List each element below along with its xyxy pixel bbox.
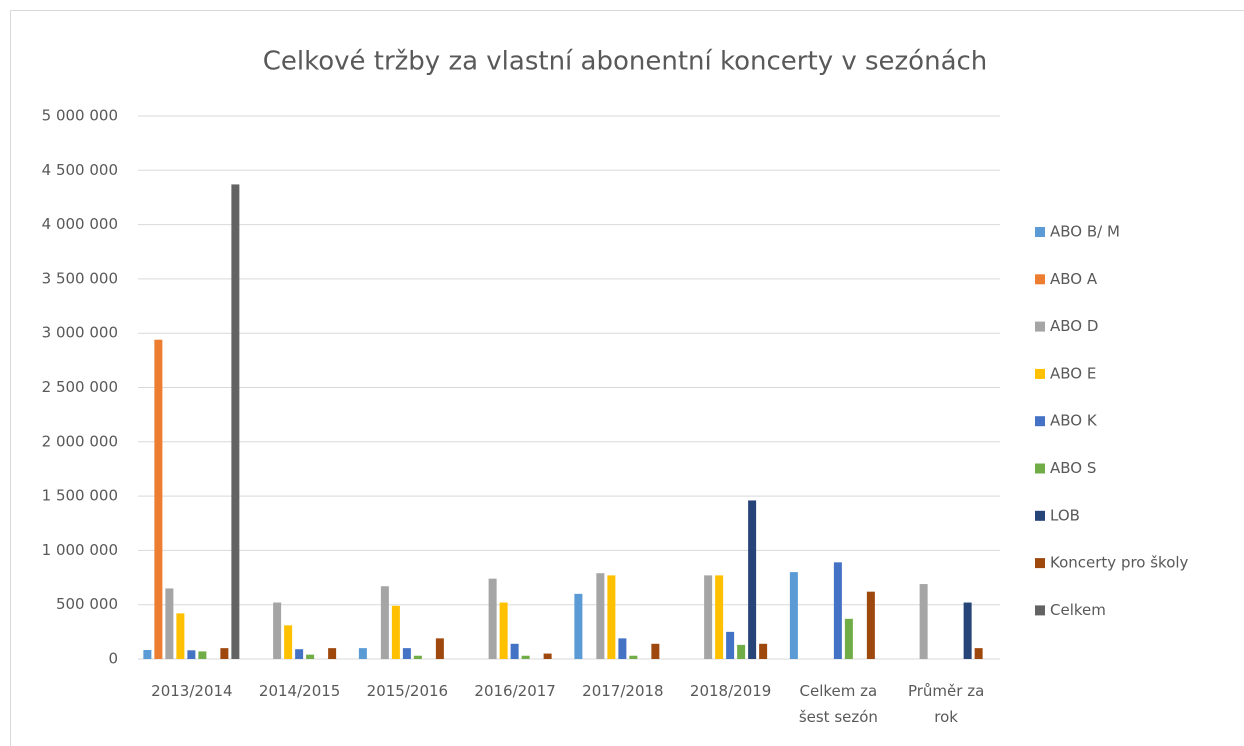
legend-swatch (1035, 274, 1045, 285)
x-tick-label: 2015/2016 (366, 682, 449, 700)
y-tick-label: 2 500 000 (42, 378, 118, 396)
legend-label: ABO A (1050, 270, 1098, 288)
bar (328, 648, 337, 659)
x-tick-label: 2016/2017 (474, 682, 556, 700)
y-tick-label: 500 000 (56, 595, 118, 613)
legend-swatch (1035, 558, 1045, 569)
legend-swatch (1035, 605, 1045, 616)
x-tick-label: Průměr za rok (907, 682, 985, 726)
bar (413, 655, 422, 659)
x-tick-label: 2013/2014 (151, 682, 233, 700)
bar (651, 643, 660, 659)
legend-label: Celkem (1050, 601, 1106, 619)
bar (273, 602, 282, 659)
bar (154, 339, 163, 659)
bar (963, 602, 972, 659)
y-tick-label: 1 000 000 (42, 541, 118, 559)
legend-label: ABO B/ M (1050, 223, 1120, 241)
x-tick-label: 2017/2018 (582, 682, 664, 700)
bar (488, 578, 497, 659)
bar (726, 631, 735, 659)
bar (165, 588, 174, 659)
y-tick-label: 4 000 000 (42, 215, 118, 233)
bar (618, 638, 627, 659)
bar (543, 653, 552, 659)
bar (306, 654, 315, 659)
bar (704, 575, 713, 659)
x-tick-label: 2018/2019 (689, 682, 772, 700)
chart-title: Celkové tržby za vlastní abonentní konce… (263, 47, 988, 77)
bar (143, 649, 152, 659)
bar (380, 586, 389, 659)
bar (759, 643, 768, 659)
bar (510, 643, 519, 659)
bar (176, 613, 185, 659)
bar (187, 650, 196, 659)
legend-label: ABO S (1050, 459, 1096, 477)
bar (974, 648, 983, 659)
legend-label: ABO K (1050, 412, 1098, 430)
y-tick-label: 0 (108, 650, 118, 668)
x-tick-label: Celkem za šest sezón (798, 682, 878, 726)
legend-swatch (1035, 227, 1045, 237)
legend-label: Koncerty pro školy (1050, 554, 1189, 572)
bar (391, 605, 400, 659)
bar (295, 649, 304, 659)
bar (499, 602, 508, 659)
bar (231, 184, 240, 659)
y-tick-label: 4 500 000 (42, 161, 118, 179)
bar (220, 648, 229, 659)
bar (789, 572, 798, 659)
bar (521, 655, 530, 659)
bar (833, 562, 842, 659)
bar (748, 500, 757, 659)
bar (866, 591, 875, 659)
bar (844, 618, 853, 659)
bar (715, 575, 724, 659)
legend-swatch (1035, 321, 1045, 332)
bar (629, 655, 638, 659)
legend-swatch (1035, 368, 1045, 379)
legend-label: ABO E (1050, 364, 1096, 382)
bar (402, 648, 411, 659)
bar (919, 584, 928, 659)
bar (607, 575, 616, 659)
legend-label: LOB (1050, 506, 1080, 524)
bar (435, 638, 444, 659)
bar (198, 651, 207, 659)
bar (574, 593, 583, 659)
bar (358, 648, 367, 659)
legend-label: ABO D (1050, 317, 1098, 335)
legend-swatch (1035, 416, 1045, 427)
y-tick-label: 2 000 000 (42, 432, 118, 450)
bar (737, 644, 746, 659)
legend-swatch (1035, 510, 1045, 521)
chart-border (10, 10, 1244, 746)
legend-swatch (1035, 463, 1045, 474)
y-tick-label: 1 500 000 (42, 487, 118, 505)
y-tick-label: 5 000 000 (42, 107, 118, 125)
y-tick-label: 3 500 000 (42, 269, 118, 287)
bar (284, 625, 293, 659)
x-tick-label: 2014/2015 (258, 682, 341, 700)
bar (596, 573, 605, 659)
y-tick-label: 3 000 000 (42, 324, 118, 342)
